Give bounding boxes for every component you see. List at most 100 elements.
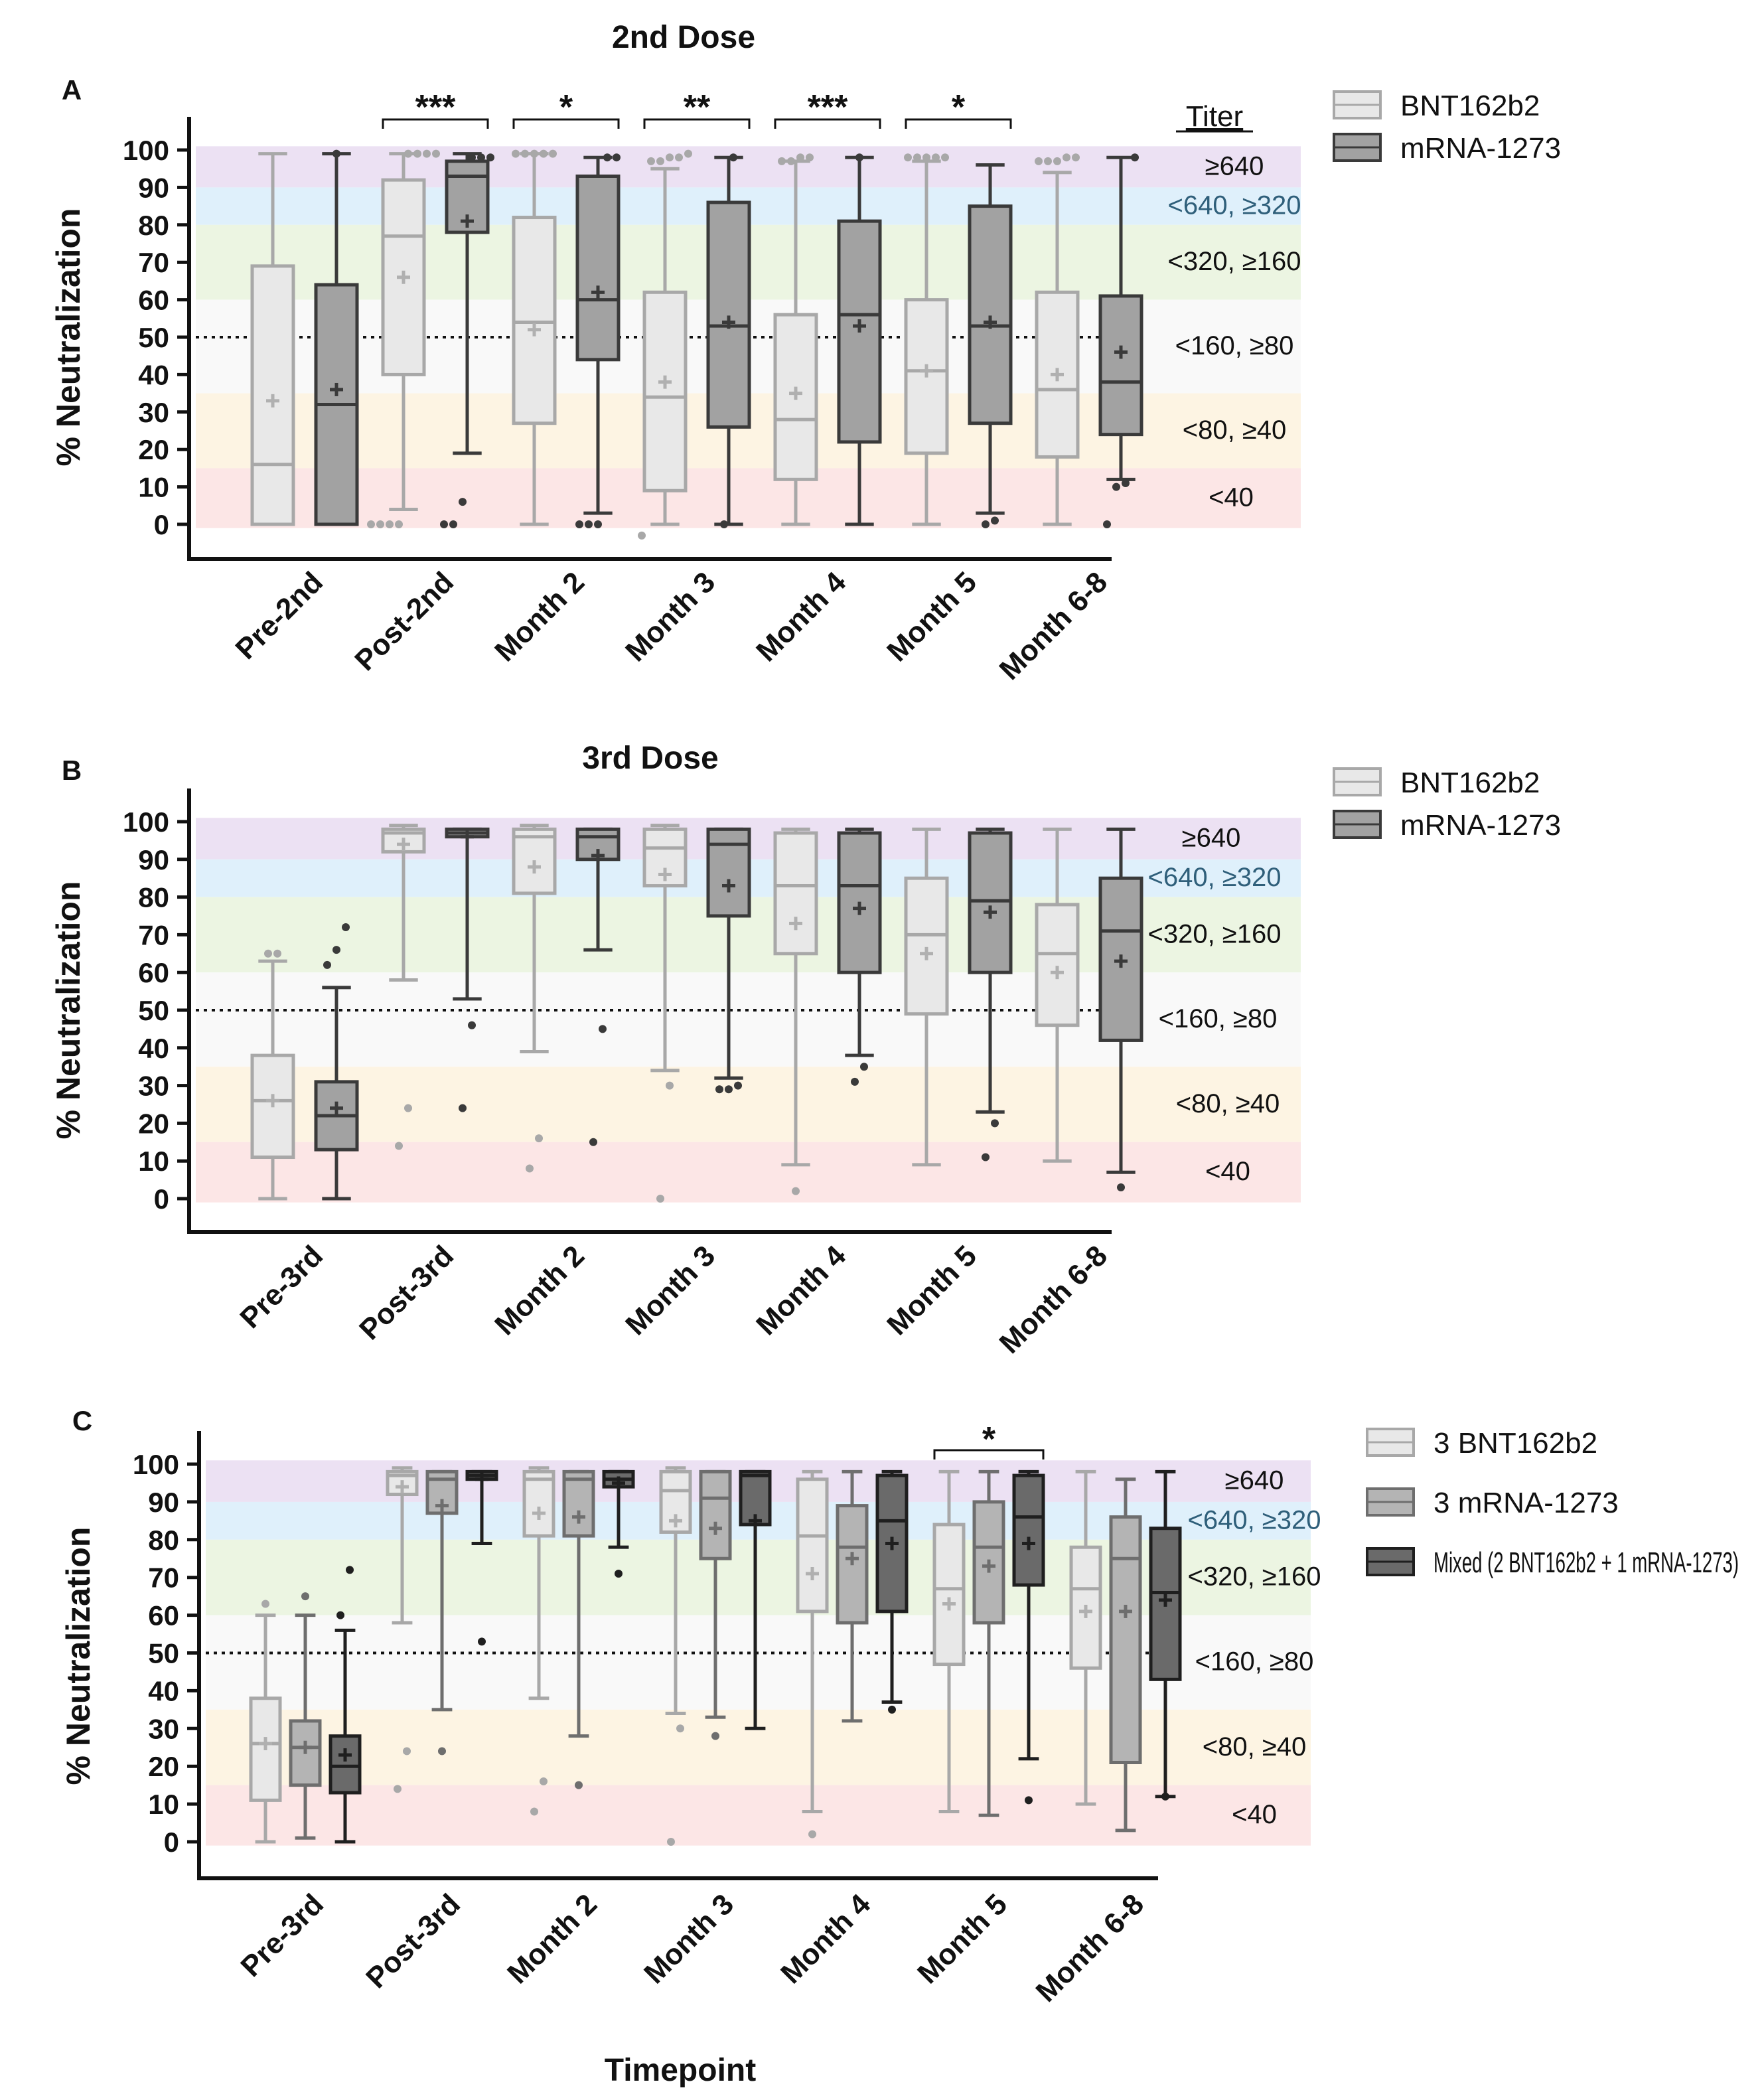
- legend-label: mRNA-1273: [1400, 132, 1561, 165]
- outlier-point: [512, 149, 520, 158]
- chart-title: 3rd Dose: [582, 741, 718, 776]
- box: [706, 200, 751, 429]
- box: [659, 1469, 692, 1534]
- box: [522, 1469, 555, 1538]
- outlier-point: [468, 153, 476, 162]
- outlier-point: [346, 1566, 354, 1574]
- panel-a: ≥640 <640, ≥320 <320, ≥160 <160, ≥80 <80, ≥4…: [50, 20, 1561, 686]
- y-tick-label: 40: [138, 359, 169, 390]
- y-tick-label: 10: [138, 472, 169, 503]
- category-label: Month 2: [488, 1239, 591, 1341]
- outlier-point: [404, 1104, 412, 1112]
- category-label: Month 3: [638, 1888, 740, 1990]
- category-label: Month 5: [911, 1888, 1013, 1990]
- outlier-point: [594, 520, 602, 528]
- titer-band: [196, 146, 1301, 188]
- outlier-point: [932, 153, 940, 162]
- box: [932, 1523, 966, 1667]
- outlier-point: [521, 149, 529, 158]
- outlier-point: [734, 1081, 742, 1090]
- legend-label: 3 mRNA-1273: [1433, 1487, 1619, 1519]
- outlier-point: [656, 1195, 664, 1203]
- titer-band-label: <40: [1209, 483, 1254, 512]
- outlier-point: [1131, 153, 1139, 162]
- titer-band-label: <320, ≥160: [1187, 1562, 1321, 1592]
- outlier-point: [667, 1838, 675, 1846]
- outlier-point: [332, 946, 340, 954]
- outlier-point: [376, 520, 384, 528]
- box: [1109, 1515, 1142, 1765]
- legend-label: mRNA-1273: [1400, 809, 1561, 842]
- titer-band-label: <40: [1232, 1800, 1277, 1829]
- outlier-point: [615, 1570, 623, 1578]
- outlier-point: [449, 520, 457, 528]
- box: [1035, 903, 1080, 1027]
- y-tick-label: 60: [138, 285, 169, 316]
- significance-label: ***: [415, 88, 456, 127]
- titer-band-label: <640, ≥320: [1187, 1505, 1321, 1534]
- outlier-point: [468, 1021, 476, 1029]
- outlier-point: [438, 1747, 446, 1756]
- outlier-point: [647, 157, 655, 165]
- titer-band-label: <160, ≥80: [1159, 1004, 1278, 1033]
- outlier-point: [982, 1153, 990, 1161]
- outlier-point: [922, 153, 930, 162]
- titer-header: Titer: [1186, 100, 1243, 133]
- y-tick-label: 40: [138, 1033, 169, 1064]
- y-tick-label: 0: [154, 509, 169, 540]
- outlier-point: [599, 1025, 607, 1033]
- titer-band-label: ≥640: [1205, 151, 1264, 181]
- box: [512, 827, 557, 895]
- box: [329, 1734, 362, 1795]
- titer-band-label: ≥640: [1225, 1466, 1284, 1495]
- titer-band: [206, 1785, 1311, 1846]
- outlier-point: [336, 1611, 344, 1619]
- outlier-point: [613, 153, 621, 162]
- outlier-point: [540, 1777, 548, 1785]
- significance-bracket: [774, 118, 881, 129]
- outlier-point: [982, 520, 990, 528]
- category-label: Month 6-8: [1030, 1888, 1151, 2008]
- outlier-point: [904, 153, 912, 162]
- outlier-point: [367, 520, 375, 528]
- outlier-point: [729, 153, 737, 162]
- outlier-point: [540, 149, 548, 158]
- y-tick-label: 100: [123, 135, 169, 166]
- outlier-point: [675, 153, 683, 162]
- titer-band: [206, 1615, 1311, 1710]
- significance-bracket: [643, 118, 751, 129]
- y-tick-label: 80: [138, 882, 169, 913]
- outlier-point: [888, 1705, 896, 1714]
- outlier-point: [1053, 157, 1061, 165]
- box: [968, 204, 1013, 425]
- panel-letter: B: [62, 755, 82, 786]
- outlier-point: [991, 516, 999, 525]
- outlier-point: [273, 949, 281, 958]
- outlier-point: [323, 960, 331, 969]
- y-tick-label: 40: [148, 1675, 179, 1706]
- outlier-point: [855, 153, 863, 162]
- category-label: Month 4: [774, 1888, 877, 1990]
- outlier-point: [478, 1637, 486, 1646]
- titer-band: [196, 1067, 1301, 1142]
- y-tick-label: 50: [148, 1638, 179, 1669]
- titer-band-label: <80, ≥40: [1183, 415, 1287, 445]
- outlier-point: [1112, 483, 1120, 491]
- outlier-point: [459, 498, 467, 506]
- outlier-point: [477, 153, 485, 162]
- y-tick-label: 70: [138, 919, 169, 950]
- legend-label: 3 BNT162b2: [1433, 1427, 1597, 1459]
- y-tick-label: 80: [138, 210, 169, 241]
- y-tick-label: 20: [138, 434, 169, 465]
- category-label: Month 6-8: [993, 565, 1114, 686]
- titer-band-label: <40: [1205, 1157, 1250, 1186]
- category-label: Post-3rd: [353, 1239, 460, 1346]
- outlier-point: [603, 153, 611, 162]
- outlier-point: [806, 153, 814, 162]
- box: [796, 1477, 829, 1613]
- y-tick-label: 60: [138, 957, 169, 988]
- y-tick-label: 90: [138, 844, 169, 875]
- outlier-point: [394, 1785, 402, 1793]
- y-tick-label: 10: [138, 1146, 169, 1177]
- y-axis-label: % Neutralization: [50, 208, 87, 467]
